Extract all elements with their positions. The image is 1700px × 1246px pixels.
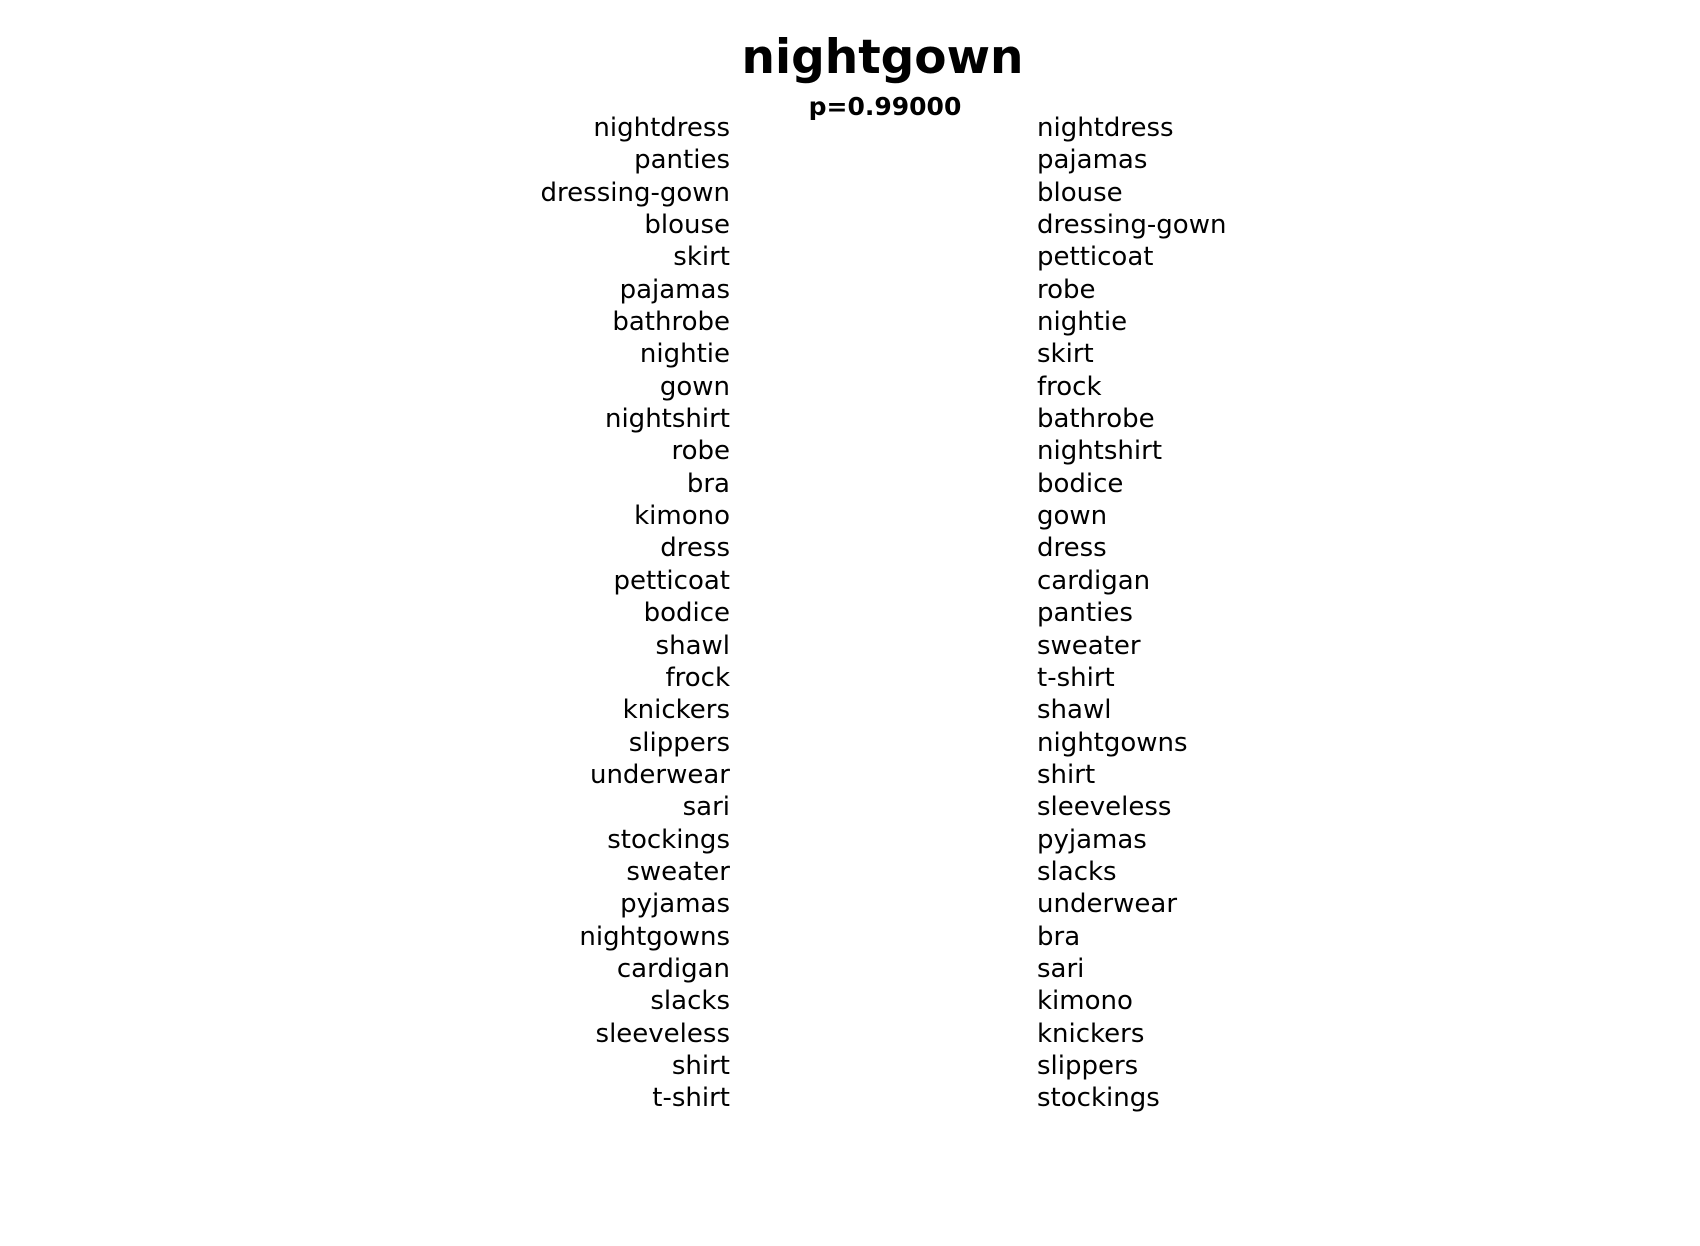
right-word-item: sweater — [1037, 630, 1141, 661]
left-word-item: gown — [659, 371, 730, 402]
right-word-item: dressing-gown — [1037, 210, 1227, 241]
title: nightgown — [741, 30, 1024, 85]
right-word-item: nightie — [1037, 307, 1128, 338]
left-word-item: shirt — [671, 1050, 730, 1081]
right-word-item: shawl — [1037, 695, 1112, 726]
left-word-item: dressing-gown — [540, 177, 730, 208]
right-word-item: robe — [1037, 274, 1096, 305]
left-word-item: skirt — [673, 242, 730, 273]
left-word-item: slippers — [628, 727, 730, 758]
left-word-item: sleeveless — [595, 1018, 730, 1049]
right-word-item: sleeveless — [1037, 792, 1172, 823]
left-word-item: frock — [665, 662, 730, 693]
left-word-item: nightie — [639, 339, 730, 370]
right-word-item: gown — [1037, 501, 1108, 532]
right-word-item: slippers — [1037, 1050, 1139, 1081]
left-word-item: t-shirt — [652, 1083, 730, 1114]
right-word-item: nightshirt — [1037, 436, 1163, 467]
subtitle: p=0.99000 — [808, 92, 962, 121]
left-word-item: stockings — [607, 824, 730, 855]
right-word-item: nightdress — [1037, 113, 1174, 143]
left-word-item: bra — [686, 468, 730, 499]
right-word-item: pyjamas — [1037, 824, 1147, 855]
left-word-item: shawl — [655, 630, 730, 661]
right-word-item: pajamas — [1037, 145, 1148, 176]
right-word-item: panties — [1037, 598, 1133, 629]
left-word-item: dress — [660, 533, 730, 564]
right-word-item: sari — [1037, 953, 1085, 984]
left-word-item: panties — [634, 145, 730, 176]
left-word-item: cardigan — [616, 953, 730, 984]
right-word-item: t-shirt — [1037, 662, 1115, 693]
left-word-item: sari — [682, 792, 730, 823]
right-word-item: skirt — [1037, 339, 1094, 370]
right-word-item: blouse — [1037, 177, 1123, 208]
right-word-item: bra — [1037, 921, 1081, 952]
left-word-item: nightdress — [593, 113, 730, 143]
left-word-item: kimono — [634, 501, 730, 532]
left-word-item: bathrobe — [612, 307, 730, 338]
right-word-item: cardigan — [1037, 565, 1151, 596]
right-word-item: underwear — [1037, 889, 1178, 920]
left-word-item: nightshirt — [604, 404, 730, 435]
right-word-item: bodice — [1037, 468, 1124, 499]
right-word-item: stockings — [1037, 1083, 1160, 1114]
right-word-list: nightdress pajamas blouse dressing-gown pett… — [1037, 112, 1226, 1115]
left-word-list: nightdress panties dressing-gown blouse skir… — [541, 112, 730, 1115]
right-word-item: petticoat — [1037, 242, 1154, 273]
left-word-item: bodice — [643, 598, 730, 629]
left-word-item: nightgowns — [579, 921, 730, 952]
left-word-item: petticoat — [613, 565, 730, 596]
left-word-item: slacks — [650, 986, 730, 1017]
left-word-item: sweater — [626, 856, 730, 887]
left-word-item: blouse — [644, 210, 730, 241]
right-word-item: slacks — [1037, 856, 1117, 887]
right-word-item: bathrobe — [1037, 404, 1155, 435]
right-word-item: knickers — [1037, 1018, 1145, 1049]
left-word-item: underwear — [589, 759, 730, 790]
right-word-item: nightgowns — [1037, 727, 1188, 758]
right-word-item: dress — [1037, 533, 1107, 564]
left-word-item: pyjamas — [620, 889, 730, 920]
left-word-item: robe — [671, 436, 730, 467]
left-word-item: knickers — [622, 695, 730, 726]
left-word-item: pajamas — [619, 274, 730, 305]
right-word-item: shirt — [1037, 759, 1096, 790]
right-word-item: frock — [1037, 371, 1102, 402]
right-word-item: kimono — [1037, 986, 1133, 1017]
